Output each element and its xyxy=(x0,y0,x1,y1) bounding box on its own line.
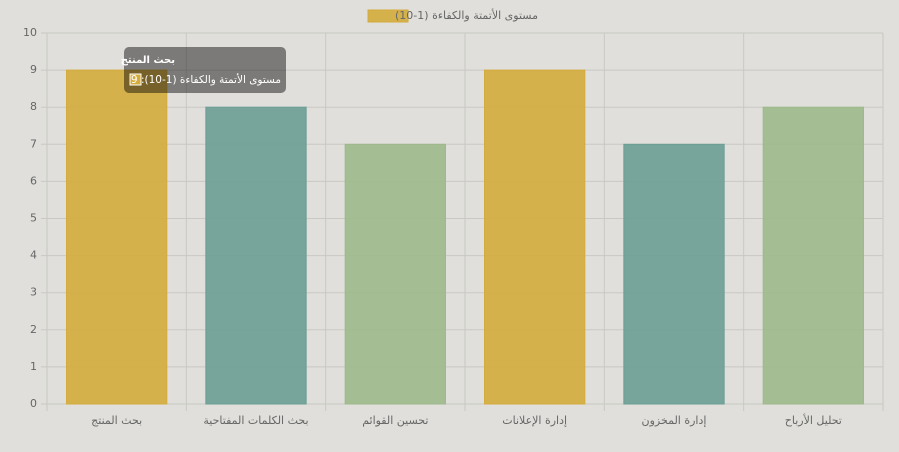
x-tick-label: تحسين القوائم xyxy=(362,414,428,427)
y-tick-label: 9 xyxy=(30,63,37,76)
tooltip-body: مستوى الأتمتة والكفاءة (1-10): 9 xyxy=(131,73,281,86)
y-tick-label: 0 xyxy=(30,397,37,410)
tooltip-box xyxy=(124,47,286,93)
bar xyxy=(484,69,586,405)
x-tick-label: تحليل الأرباح xyxy=(785,413,842,427)
legend-swatch xyxy=(367,9,409,23)
y-tick-label: 1 xyxy=(30,360,37,373)
x-tick-label: بحث المنتج xyxy=(91,414,142,427)
y-tick-label: 4 xyxy=(30,249,37,262)
x-tick-label: إدارة المخزون xyxy=(642,414,707,427)
x-tick-label: بحث الكلمات المفتاحية xyxy=(203,414,308,427)
legend-label: مستوى الأتمتة والكفاءة (1-10) xyxy=(395,8,538,22)
y-tick-label: 3 xyxy=(30,286,37,299)
bar xyxy=(762,106,864,405)
y-tick-label: 2 xyxy=(30,323,37,336)
y-tick-label: 8 xyxy=(30,100,37,113)
tooltip-title: بحث المنتج xyxy=(121,55,175,66)
y-tick-label: 7 xyxy=(30,137,37,150)
y-tick-label: 10 xyxy=(23,26,37,39)
bar xyxy=(623,143,725,405)
bar xyxy=(66,69,168,405)
x-tick-label: إدارة الإعلانات xyxy=(502,414,567,427)
bar xyxy=(344,143,446,405)
y-tick-label: 6 xyxy=(30,174,37,187)
tooltip-swatch xyxy=(129,73,142,86)
bar xyxy=(205,106,307,405)
y-tick-label: 5 xyxy=(30,212,37,225)
